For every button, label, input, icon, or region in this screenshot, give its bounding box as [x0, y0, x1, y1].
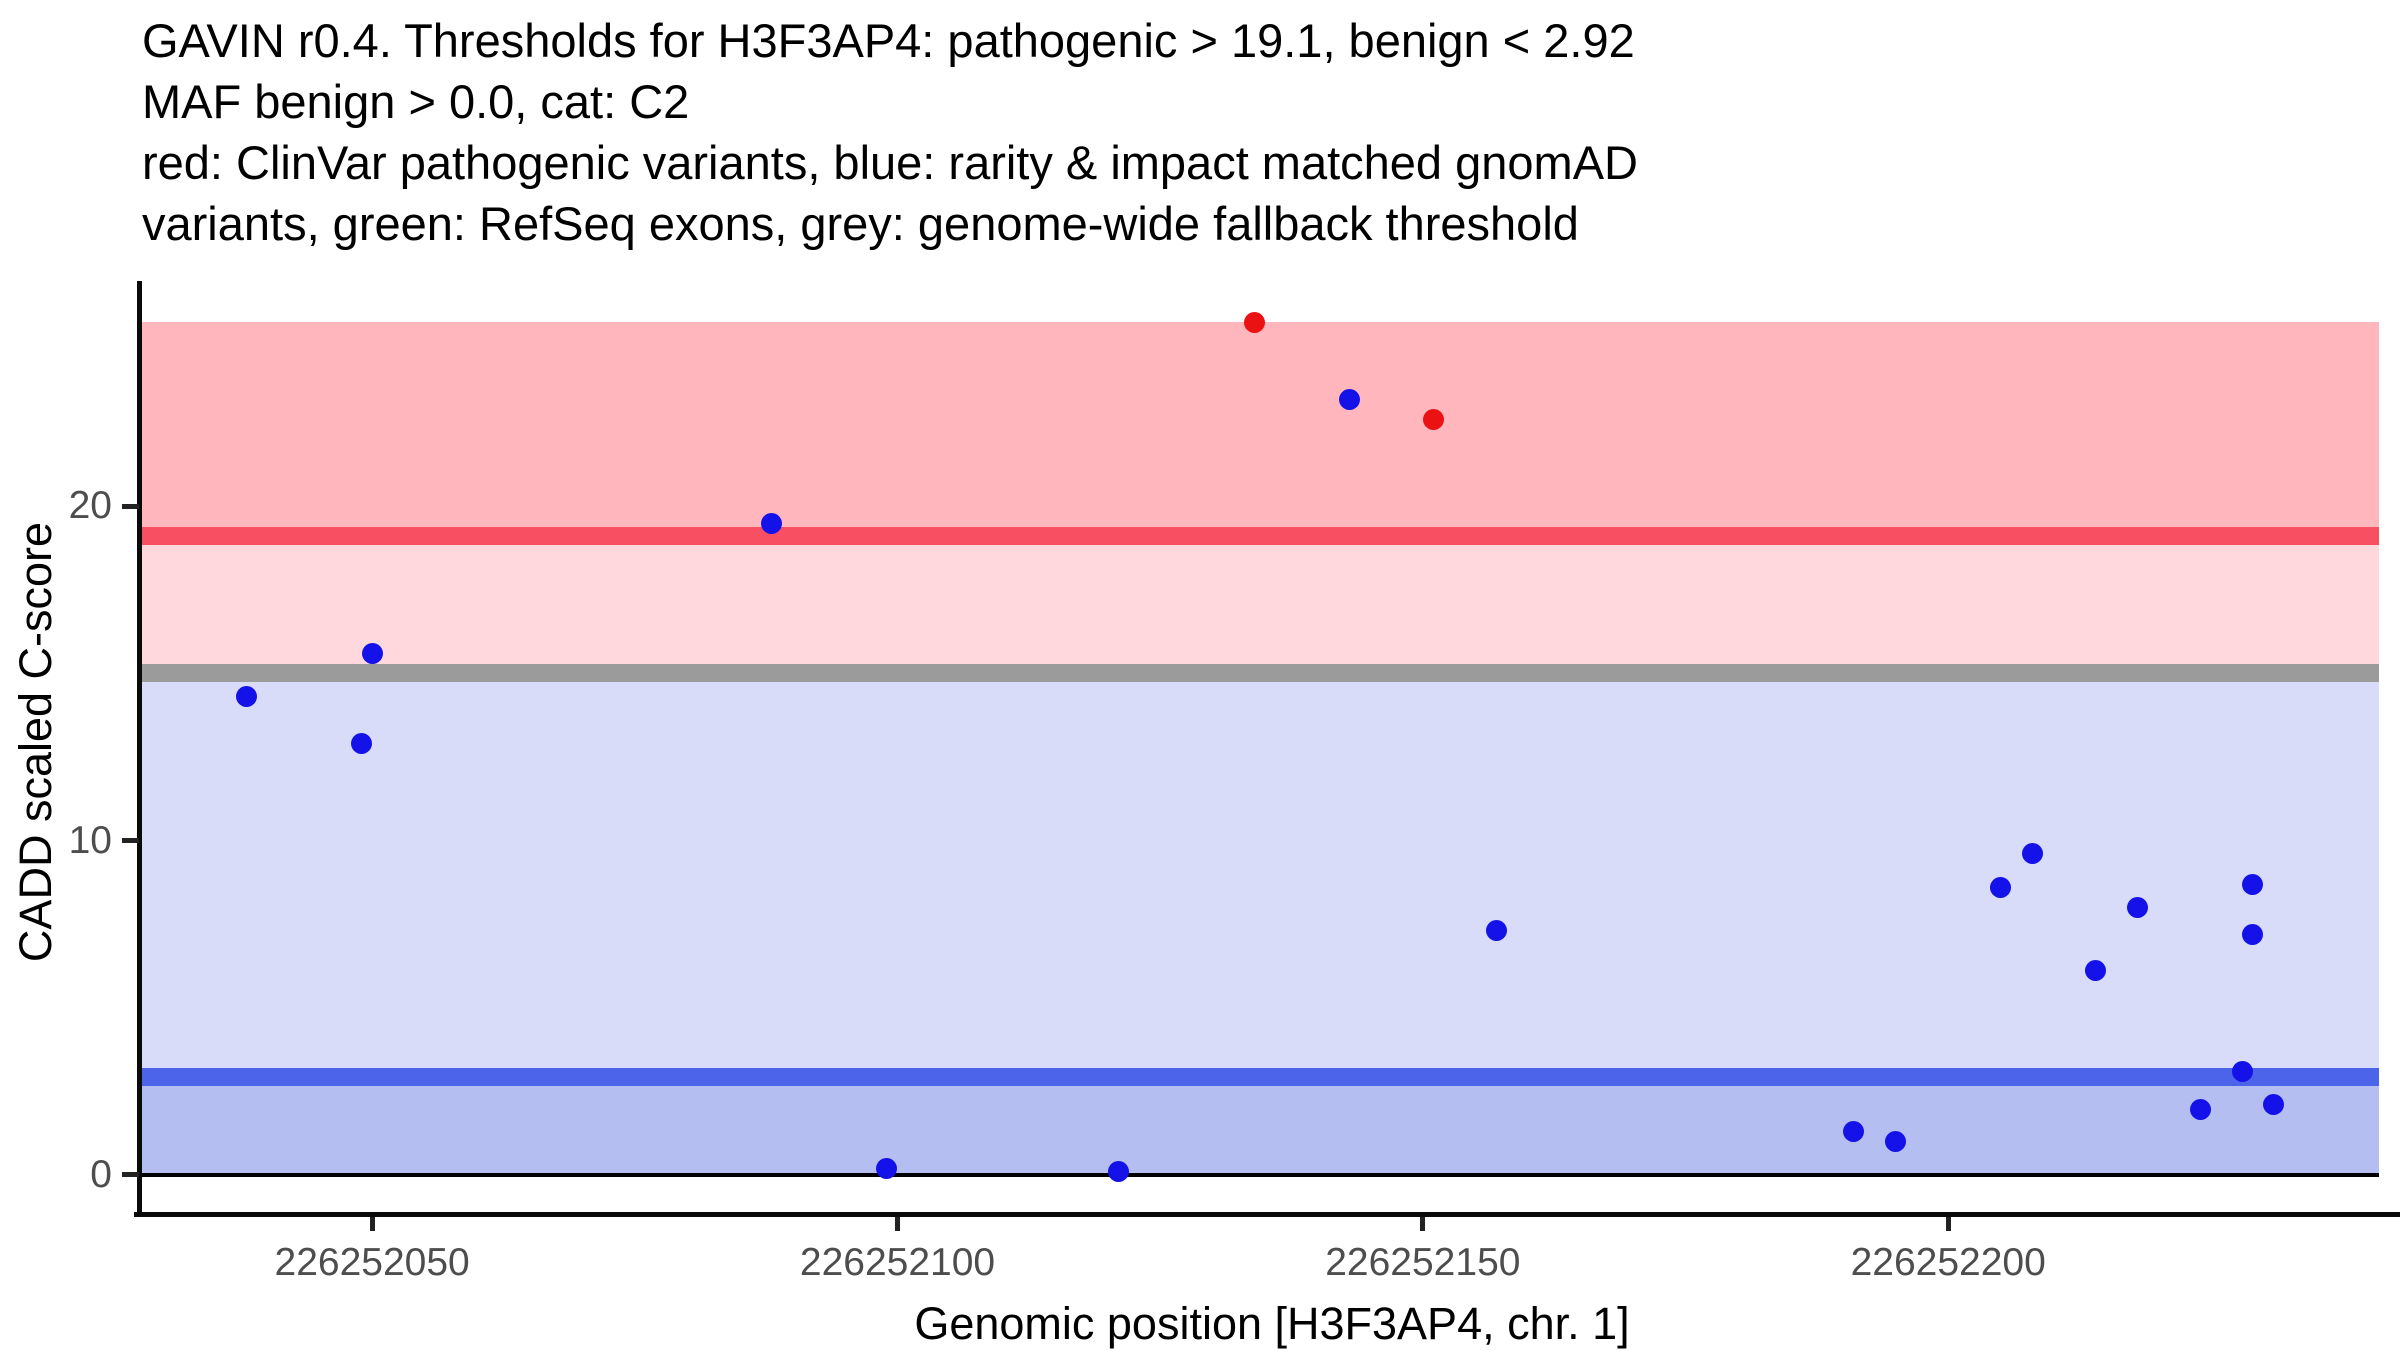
genome-wide-fallback-threshold-line	[141, 664, 2379, 683]
gnomad-variant-point	[361, 642, 383, 664]
uncertain-lower-zone	[141, 673, 2379, 1078]
gnomad-variant-point	[1338, 388, 1360, 410]
zero-baseline	[141, 1172, 2379, 1177]
pathogenic-zone	[141, 322, 2379, 537]
pathogenic-threshold-line	[141, 527, 2379, 546]
gnomad-variant-point	[1885, 1130, 1907, 1152]
gnomad-variant-point	[2084, 960, 2106, 982]
benign-zone	[141, 1077, 2379, 1175]
y-axis-title: CADD scaled C-score	[10, 521, 61, 963]
x-tick-label: 226252050	[274, 1241, 470, 1284]
plot-panel	[141, 283, 2400, 1214]
gnomad-variant-point	[1485, 920, 1507, 942]
plot-title-line-4: variants, green: RefSeq exons, grey: gen…	[142, 197, 1579, 250]
gnomad-variant-point	[1107, 1161, 1129, 1183]
pathogenic-variant-point	[1422, 408, 1444, 430]
plot-title: GAVIN r0.4. Thresholds for H3F3AP4: path…	[142, 10, 1638, 254]
pathogenic-variant-point	[1244, 311, 1266, 333]
x-tick-mark	[369, 1217, 375, 1231]
x-tick-label: 226252150	[1325, 1241, 1521, 1284]
x-tick-mark	[895, 1217, 900, 1231]
gnomad-variant-point	[2021, 843, 2043, 865]
gnomad-variant-point	[876, 1157, 898, 1179]
y-tick-mark	[122, 1172, 139, 1178]
y-tick-label: 0	[90, 1152, 112, 1196]
y-axis-line	[137, 281, 142, 1217]
plot-title-line-3: red: ClinVar pathogenic variants, blue: …	[142, 136, 1638, 189]
plot-title-line-2: MAF benign > 0.0, cat: C2	[142, 75, 690, 128]
gnomad-variant-point	[351, 733, 373, 755]
x-axis-line	[134, 1212, 2400, 1217]
plot-title-line-1: GAVIN r0.4. Thresholds for H3F3AP4: path…	[142, 14, 1635, 67]
y-tick-label: 10	[68, 818, 112, 862]
x-tick-label: 226252200	[1850, 1241, 2046, 1284]
gnomad-variant-point	[1843, 1120, 1865, 1142]
gnomad-variant-point	[2126, 896, 2148, 918]
x-tick-label: 226252100	[799, 1241, 996, 1284]
gnomad-variant-point	[2242, 873, 2264, 895]
gnomad-variant-point	[2242, 923, 2264, 945]
y-tick-mark	[122, 503, 139, 509]
gnomad-variant-point	[760, 512, 782, 534]
x-tick-mark	[1945, 1217, 1951, 1231]
benign-threshold-line	[141, 1068, 2379, 1087]
x-tick-mark	[1420, 1217, 1426, 1231]
gnomad-variant-point	[2231, 1060, 2253, 1082]
uncertain-upper-zone	[141, 536, 2379, 674]
gnomad-variant-point	[2263, 1094, 2285, 1116]
y-tick-label: 20	[68, 484, 112, 528]
gnomad-variant-point	[2189, 1099, 2211, 1121]
gnomad-variant-point	[235, 686, 257, 708]
y-tick-mark	[122, 838, 139, 844]
x-axis-title: Genomic position [H3F3AP4, chr. 1]	[914, 1298, 1630, 1349]
gnomad-variant-point	[1990, 876, 2012, 898]
